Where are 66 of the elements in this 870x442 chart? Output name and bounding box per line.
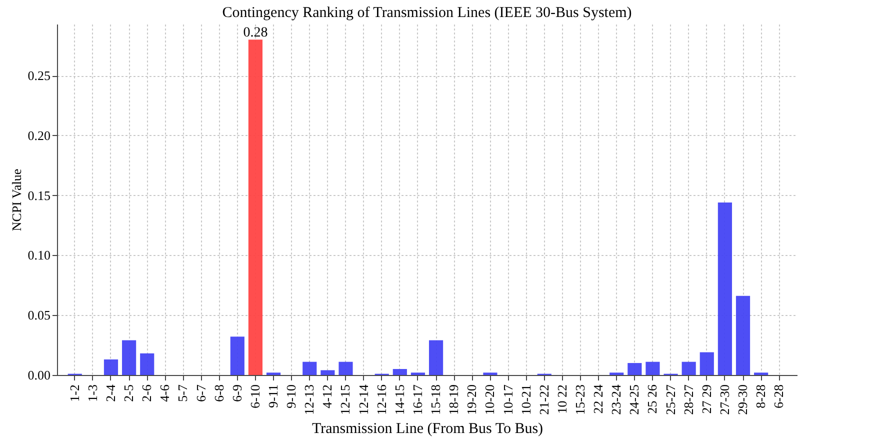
x-tick-label: 12-13	[302, 384, 317, 415]
x-tick-label: 15-23	[572, 384, 588, 415]
chart-title: Contingency Ranking of Transmission Lines (IEEE 30-Bus System)	[222, 5, 632, 21]
bar	[248, 40, 262, 375]
y-axis-title: NCPI Value	[8, 168, 24, 232]
x-tick-label: 15-18	[428, 384, 444, 415]
x-tick-label: 24-25	[626, 384, 642, 415]
y-tick-label: 0.05	[28, 308, 50, 323]
x-tick-label: 1-3	[84, 384, 100, 402]
x-tick-label: 9-11	[266, 384, 281, 408]
x-tick-label: 12-15	[338, 384, 353, 415]
x-tick-label: 10 22	[554, 384, 570, 414]
bar	[122, 340, 136, 375]
x-tick-label: 2-6	[139, 384, 154, 402]
x-tick-label: 9-10	[284, 384, 299, 408]
y-tick-label: 0.10	[28, 248, 50, 263]
x-tick-label: 2-4	[102, 384, 118, 402]
x-tick-label: 2-5	[121, 384, 136, 402]
bar	[320, 370, 335, 375]
bar	[736, 296, 750, 375]
x-tick-label: 29-30	[735, 384, 750, 415]
x-tick-label: 12-14	[356, 384, 371, 415]
x-tick-label: 27 29	[698, 384, 714, 414]
x-tick-label: 12-16	[374, 384, 389, 415]
x-tick-label: 21-22	[536, 384, 552, 415]
x-tick-label: 14-15	[392, 384, 407, 415]
x-tick-label: 4-6	[157, 384, 172, 402]
bar	[302, 362, 317, 375]
bar	[646, 362, 660, 375]
x-tick-label: 22 24	[590, 384, 606, 414]
x-axis-title: Transmission Line (From Bus To Bus)	[312, 420, 544, 437]
x-tick-label: 28-27	[680, 384, 696, 415]
x-tick-label: 18-19	[446, 384, 462, 415]
x-tick-label: 6-10	[247, 384, 262, 408]
x-tick-label: 10-21	[518, 384, 534, 415]
x-tick-label: 4-12	[320, 384, 335, 408]
x-tick-label: 27-30	[716, 384, 732, 415]
x-tick-label: 8-28	[753, 384, 768, 408]
x-tick-label: 25-27	[662, 384, 678, 415]
bar	[682, 362, 696, 375]
y-tick-label: 0.00	[28, 368, 50, 382]
x-tick-label: 19-20	[464, 384, 480, 415]
y-tick-label: 0.20	[28, 128, 50, 143]
bar	[718, 202, 732, 375]
bar	[428, 340, 444, 375]
x-tick-label: 16-17	[410, 384, 425, 415]
bar	[392, 369, 407, 375]
x-tick-label: 23-24	[608, 384, 624, 415]
y-tick-label: 0.25	[28, 68, 50, 84]
x-tick-label: 10-17	[500, 384, 516, 415]
bar	[140, 353, 154, 375]
x-tick-label: 1-2	[66, 384, 82, 402]
bar	[700, 352, 714, 375]
y-tick-label: 0.15	[28, 188, 50, 203]
x-tick-label: 6-7	[193, 384, 208, 402]
x-tick-label: 25 26	[644, 384, 660, 414]
x-tick-label: 6-8	[211, 384, 226, 402]
bar	[338, 362, 353, 375]
x-tick-label: 5-7	[175, 384, 190, 402]
bar	[230, 336, 244, 375]
bar	[104, 359, 118, 375]
x-tick-label: 6-28	[771, 384, 786, 408]
x-tick-label: 6-9	[229, 384, 244, 402]
data-label: 0.28	[243, 26, 268, 41]
bar	[628, 363, 642, 375]
x-tick-label: 10-20	[482, 384, 498, 415]
